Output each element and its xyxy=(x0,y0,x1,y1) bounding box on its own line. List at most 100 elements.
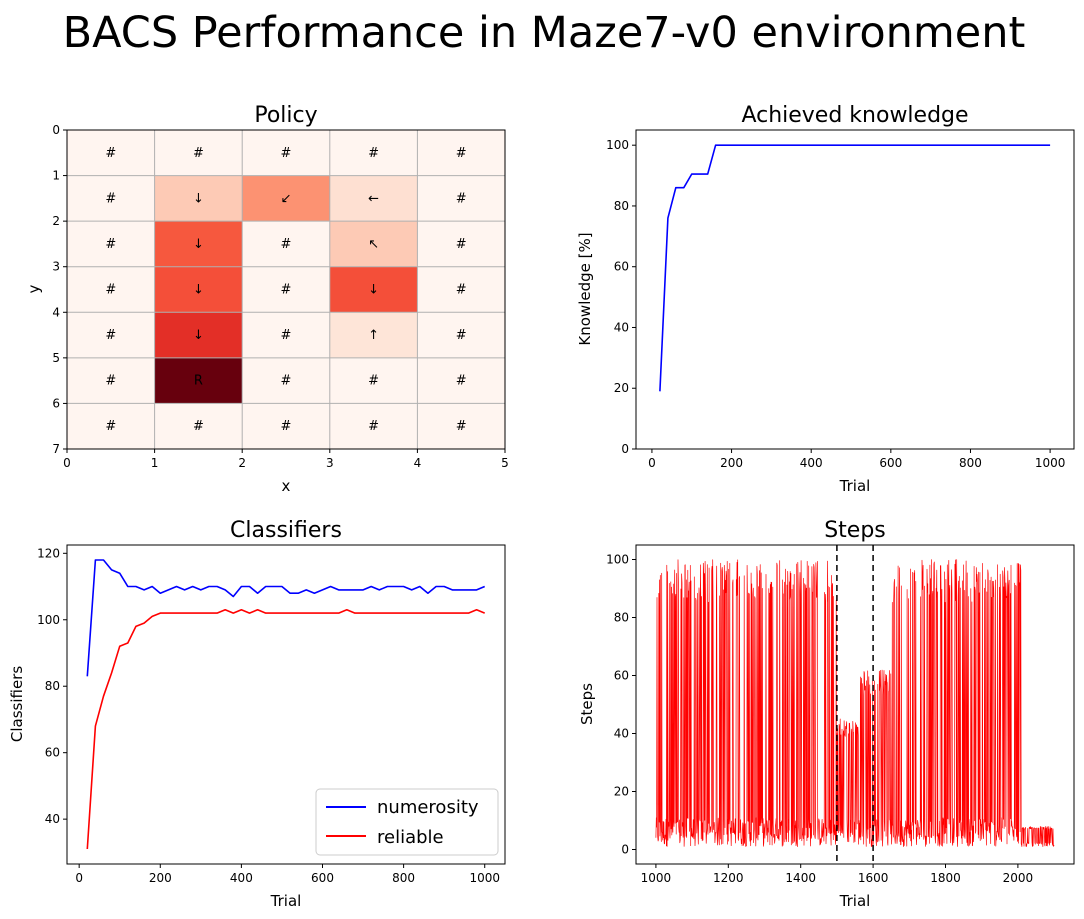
cell-label: ↓ xyxy=(193,237,204,252)
cell-label: # xyxy=(456,419,467,434)
y-tick-label: 80 xyxy=(45,679,60,693)
heatmap-cell xyxy=(329,403,418,449)
cell-label: ↓ xyxy=(368,283,379,298)
cell-label: # xyxy=(368,374,379,389)
heatmap-cell xyxy=(67,403,155,449)
heatmap-cell xyxy=(242,221,330,267)
y-tick-label: 0 xyxy=(621,843,629,857)
cell-label: # xyxy=(456,191,467,206)
cell-label: ↓ xyxy=(193,283,204,298)
heatmap-cell xyxy=(67,266,155,313)
legend-reliable-label: reliable xyxy=(377,827,444,848)
x-tick-label: 600 xyxy=(879,456,902,470)
cell-label: # xyxy=(105,191,116,206)
x-tick-label: 800 xyxy=(392,871,415,885)
policy-heatmap: # # # # # # ↓ ↙ ← # # ↓ # ↖ # # ↓ # ↓ # # ↓ # ↑ # # R # # # # # # # #0 1 2 3 4… xyxy=(52,123,508,470)
heatmap-cell xyxy=(329,266,418,313)
cell-label: ↖ xyxy=(368,237,379,252)
heatmap-cell xyxy=(67,175,155,222)
policy-x-label: x xyxy=(282,477,291,495)
heatmap-cell xyxy=(242,357,330,404)
y-tick-label: 7 xyxy=(52,442,60,456)
y-tick-label: 80 xyxy=(614,611,629,625)
heatmap-cell xyxy=(154,357,243,404)
x-tick-label: 1800 xyxy=(930,871,961,885)
axes-frame xyxy=(635,544,1075,865)
y-tick-label: 20 xyxy=(614,381,629,395)
y-tick-label: 100 xyxy=(37,613,60,627)
cell-label: # xyxy=(456,237,467,252)
numerosity-line xyxy=(86,559,486,677)
heatmap-cell xyxy=(329,221,418,267)
heatmap-cell xyxy=(242,312,330,358)
x-tick-label: 0 xyxy=(75,871,83,885)
x-tick-label: 1000 xyxy=(1035,456,1066,470)
classifiers-legend: numerosity reliable xyxy=(315,788,499,856)
heatmap-cell xyxy=(417,266,505,313)
cell-label: # xyxy=(368,146,379,161)
heatmap-cell xyxy=(154,312,243,358)
policy-panel: # # # # # # ↓ ↙ ← # # ↓ # ↖ # # ↓ # ↓ # # ↓ # ↑ # # R # # # # # # # #0 1 2 3 4… xyxy=(25,103,509,495)
heatmap-cell xyxy=(154,175,243,222)
y-tick-label: 100 xyxy=(606,553,629,567)
heatmap-cell xyxy=(417,221,505,267)
x-tick-label: 4 xyxy=(414,456,422,470)
cell-label: # xyxy=(105,374,116,389)
y-tick-label: 100 xyxy=(606,138,629,152)
cell-label: ↓ xyxy=(193,191,204,206)
heatmap-cell xyxy=(417,175,505,222)
policy-title: Policy xyxy=(254,103,317,128)
steps-plot: 1000 1200 1400 1600 1800 2000 0 20 40 60 80 100 xyxy=(606,544,1075,885)
cell-label: # xyxy=(281,237,292,252)
x-tick-label: 1400 xyxy=(785,871,816,885)
cell-label: # xyxy=(281,283,292,298)
y-tick-label: 3 xyxy=(52,260,60,274)
y-tick-label: 0 xyxy=(621,442,629,456)
y-tick-label: 1 xyxy=(52,169,60,183)
cell-label: # xyxy=(193,419,204,434)
cell-label: ↙ xyxy=(281,191,292,206)
steps-x-label: Trial xyxy=(839,892,871,910)
cell-label: # xyxy=(281,146,292,161)
classifiers-plot: 0 200 400 600 800 1000 40 60 80 100 120 xyxy=(37,544,506,885)
classifiers-x-label: Trial xyxy=(270,892,302,910)
heatmap-cell xyxy=(242,130,330,176)
classifiers-y-label: Classifiers xyxy=(8,666,26,742)
y-tick-label: 5 xyxy=(52,351,60,365)
x-tick-label: 1000 xyxy=(469,871,500,885)
y-tick-label: 40 xyxy=(45,812,60,826)
cell-label: # xyxy=(456,328,467,343)
y-tick-label: 0 xyxy=(52,123,60,137)
heatmap-cell xyxy=(417,357,505,404)
x-tick-label: 1 xyxy=(151,456,159,470)
y-tick-label: 40 xyxy=(614,727,629,741)
cell-label: # xyxy=(105,283,116,298)
figure-title: BACS Performance in Maze7-v0 environment xyxy=(63,8,1026,58)
y-tick-label: 20 xyxy=(614,785,629,799)
reliable-line xyxy=(86,608,486,850)
x-tick-label: 400 xyxy=(230,871,253,885)
y-tick-label: 60 xyxy=(614,669,629,683)
y-tick-label: 40 xyxy=(614,320,629,334)
knowledge-plot: 0 200 400 600 800 1000 0 20 40 60 80 100 xyxy=(606,129,1075,470)
cell-label: # xyxy=(281,374,292,389)
heatmap-cell xyxy=(417,130,505,176)
y-tick-label: 2 xyxy=(52,214,60,228)
knowledge-x-label: Trial xyxy=(839,477,871,495)
y-tick-label: 120 xyxy=(37,546,60,560)
heatmap-cell xyxy=(67,357,155,404)
x-tick-label: 1000 xyxy=(641,871,672,885)
y-tick-label: 80 xyxy=(614,199,629,213)
heatmap-cell xyxy=(154,221,243,267)
classifiers-panel: 0 200 400 600 800 1000 40 60 80 100 120 Classifier… xyxy=(8,518,506,910)
cell-label: # xyxy=(193,146,204,161)
knowledge-title: Achieved knowledge xyxy=(741,103,968,128)
cell-label: ← xyxy=(368,191,379,206)
axes-frame xyxy=(66,129,506,450)
heatmap-cell xyxy=(329,175,418,222)
steps-title: Steps xyxy=(824,518,886,543)
heatmap-cell xyxy=(242,175,330,222)
heatmap-cell xyxy=(67,221,155,267)
x-tick-label: 5 xyxy=(501,456,509,470)
cell-label: # xyxy=(105,328,116,343)
